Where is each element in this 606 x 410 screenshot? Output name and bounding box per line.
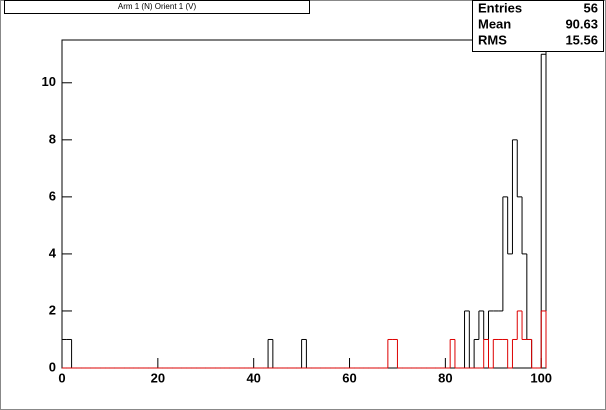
- x-tick-label: 20: [151, 370, 165, 385]
- stats-value: 15.56: [565, 32, 598, 47]
- y-tick-label: 8: [49, 131, 56, 146]
- stats-value: 90.63: [565, 16, 598, 31]
- y-tick-label: 2: [49, 302, 56, 317]
- stats-label: Mean: [478, 16, 511, 31]
- title-box: [4, 0, 310, 14]
- x-tick-label: 80: [438, 370, 452, 385]
- stats-label: RMS: [478, 32, 507, 47]
- stats-label: Entries: [478, 0, 522, 15]
- x-tick-label: 100: [530, 370, 552, 385]
- y-tick-label: 10: [42, 74, 56, 89]
- y-tick-label: 4: [49, 245, 57, 260]
- y-tick-label: 6: [49, 188, 56, 203]
- x-tick-label: 0: [58, 370, 65, 385]
- chart-title: Arm 1 (N) Orient 1 (V): [118, 2, 197, 11]
- stats-box: [472, 0, 604, 52]
- stats-value: 56: [584, 0, 598, 15]
- x-tick-label: 40: [246, 370, 260, 385]
- x-tick-label: 60: [342, 370, 356, 385]
- y-tick-label: 0: [49, 359, 56, 374]
